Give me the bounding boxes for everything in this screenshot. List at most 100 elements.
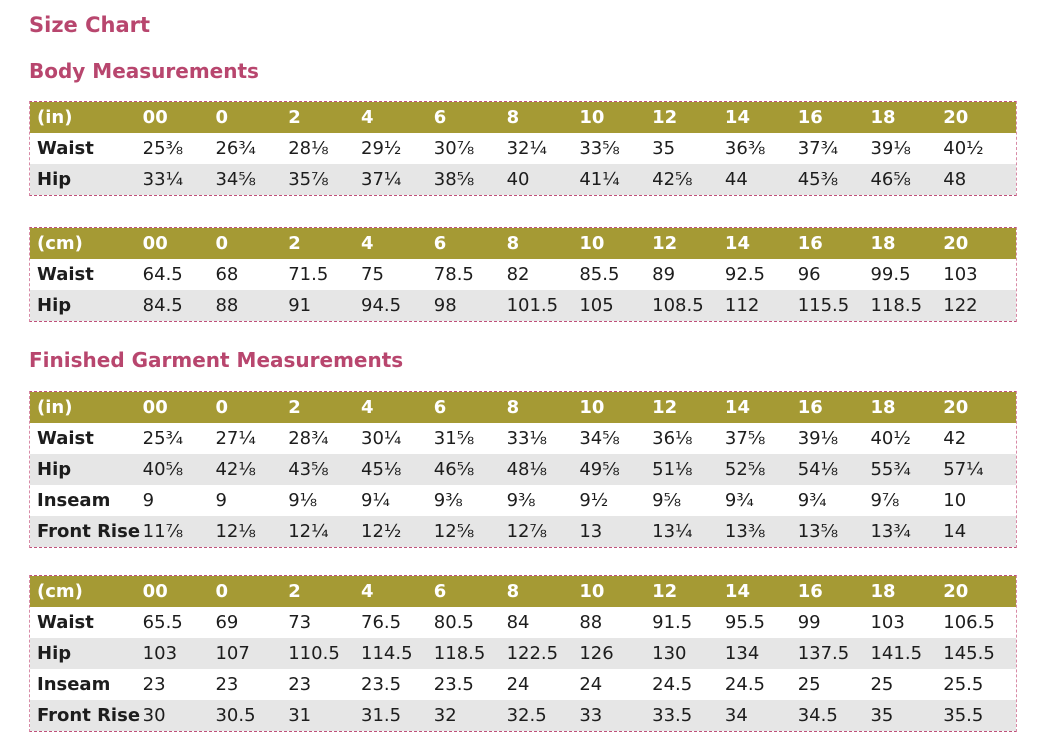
table-header-row: (cm) 00 0 2 4 6 8 10 12 14 16 18 20 — [30, 228, 1016, 259]
size-header-cell: 18 — [870, 233, 896, 254]
size-header-cell: 16 — [797, 233, 823, 254]
value-cell: 34⅝ — [579, 428, 620, 449]
value-cell: 99 — [797, 612, 821, 633]
table-header-row: (in) 00 0 2 4 6 8 10 12 14 16 18 20 — [30, 102, 1016, 133]
value-cell: 126 — [579, 643, 614, 664]
size-header-cell: 4 — [361, 107, 374, 128]
size-header-cell: 18 — [870, 397, 896, 418]
size-header-cell: 18 — [870, 581, 896, 602]
size-header-cell: 14 — [724, 397, 750, 418]
value-cell: 13⅜ — [724, 521, 766, 542]
value-cell: 35 — [870, 705, 894, 726]
value-cell: 9¾ — [724, 490, 754, 511]
value-cell: 106.5 — [943, 612, 995, 633]
row-label: Waist — [37, 428, 94, 449]
table-row: Waist 65.5 69 73 76.5 80.5 84 88 91.5 95.5 99 103 10… — [30, 607, 1016, 638]
row-label: Waist — [37, 138, 94, 159]
value-cell: 118.5 — [870, 295, 923, 316]
value-cell: 45⅛ — [361, 459, 402, 480]
value-cell: 29½ — [361, 138, 402, 159]
body-measurements-cm-table: (cm) 00 0 2 4 6 8 10 12 14 16 18 20 Waist 64.5 68 71.5 75… — [29, 227, 1017, 322]
size-header-cell: 20 — [943, 581, 969, 602]
size-header-cell: 0 — [215, 397, 228, 418]
size-header-cell: 12 — [652, 581, 678, 602]
value-cell: 33⅛ — [506, 428, 547, 449]
size-header-cell: 0 — [215, 107, 228, 128]
size-header-cell: 20 — [943, 233, 969, 254]
row-label: Waist — [37, 612, 94, 633]
value-cell: 32.5 — [506, 705, 547, 726]
value-cell: 13⅝ — [797, 521, 839, 542]
page-title: Size Chart — [29, 13, 151, 37]
value-cell: 24 — [506, 674, 530, 695]
value-cell: 57¼ — [943, 459, 984, 480]
value-cell: 92.5 — [724, 264, 765, 285]
size-header-cell: 14 — [724, 233, 750, 254]
table-row: Hip 103 107 110.5 114.5 118.5 122.5 126 130 134 13… — [30, 638, 1016, 669]
garment-measurements-cm-table: (cm) 00 0 2 4 6 8 10 12 14 16 18 20 Waist 65.5 69 73 76.5… — [29, 575, 1017, 732]
value-cell: 96 — [797, 264, 821, 285]
value-cell: 28¾ — [288, 428, 329, 449]
table-row: Waist 25⅜ 26¾ 28⅛ 29½ 30⅞ 32¼ 33⅝ 35 36⅜ 37¾ 39⅛ 40½ — [30, 133, 1016, 164]
value-cell: 145.5 — [943, 643, 995, 664]
value-cell: 11⅞ — [142, 521, 184, 542]
value-cell: 41¼ — [579, 169, 620, 190]
size-header-cell: 14 — [724, 107, 750, 128]
value-cell: 34 — [724, 705, 748, 726]
value-cell: 33⅝ — [579, 138, 620, 159]
body-measurements-in-table: (in) 00 0 2 4 6 8 10 12 14 16 18 20 Waist 25⅜ 26¾ 28⅛ 29½… — [29, 101, 1017, 196]
size-header-cell: 4 — [361, 581, 374, 602]
value-cell: 52⅝ — [724, 459, 766, 480]
value-cell: 130 — [652, 643, 687, 664]
unit-label: (cm) — [37, 233, 83, 254]
table-row: Waist 64.5 68 71.5 75 78.5 82 85.5 89 92.5 96 99.5 1… — [30, 259, 1016, 290]
row-label: Hip — [37, 459, 72, 480]
unit-label: (cm) — [37, 581, 83, 602]
value-cell: 40⅝ — [142, 459, 184, 480]
size-header-cell: 6 — [433, 581, 447, 602]
value-cell: 107 — [215, 643, 250, 664]
size-header-cell: 8 — [506, 233, 520, 254]
value-cell: 23 — [142, 674, 166, 695]
size-header-cell: 0 — [215, 581, 228, 602]
unit-label: (in) — [37, 397, 73, 418]
value-cell: 23.5 — [433, 674, 474, 695]
size-header-cell: 2 — [288, 107, 301, 128]
row-label: Hip — [37, 643, 72, 664]
table-header-row: (cm) 00 0 2 4 6 8 10 12 14 16 18 20 — [30, 576, 1016, 607]
value-cell: 78.5 — [433, 264, 474, 285]
value-cell: 9⅜ — [433, 490, 463, 511]
size-header-cell: 16 — [797, 107, 823, 128]
value-cell: 25 — [797, 674, 821, 695]
value-cell: 42⅝ — [652, 169, 693, 190]
value-cell: 115.5 — [797, 295, 850, 316]
value-cell: 43⅝ — [288, 459, 329, 480]
value-cell: 9⅝ — [652, 490, 682, 511]
value-cell: 12¼ — [288, 521, 329, 542]
size-header-cell: 8 — [506, 107, 520, 128]
table-row: Front Rise 30 30.5 31 31.5 32 32.5 33 33.5 34 34.5… — [30, 700, 1016, 731]
value-cell: 54⅛ — [797, 459, 839, 480]
row-label: Front Rise — [37, 521, 141, 542]
value-cell: 91 — [288, 295, 312, 316]
value-cell: 32¼ — [506, 138, 547, 159]
value-cell: 82 — [506, 264, 530, 285]
size-header-cell: 8 — [506, 397, 520, 418]
value-cell: 88 — [215, 295, 239, 316]
size-header-cell: 6 — [433, 233, 447, 254]
value-cell: 31.5 — [361, 705, 402, 726]
value-cell: 91.5 — [652, 612, 693, 633]
size-header-cell: 4 — [361, 397, 374, 418]
value-cell: 110.5 — [288, 643, 340, 664]
value-cell: 24.5 — [724, 674, 765, 695]
value-cell: 40 — [506, 169, 530, 190]
value-cell: 95.5 — [724, 612, 765, 633]
value-cell: 75 — [361, 264, 384, 285]
value-cell: 35⅞ — [288, 169, 329, 190]
size-header-cell: 4 — [361, 233, 374, 254]
value-cell: 73 — [288, 612, 312, 633]
value-cell: 13¾ — [870, 521, 911, 542]
value-cell: 65.5 — [142, 612, 183, 633]
size-header-cell: 20 — [943, 397, 969, 418]
value-cell: 33.5 — [652, 705, 693, 726]
